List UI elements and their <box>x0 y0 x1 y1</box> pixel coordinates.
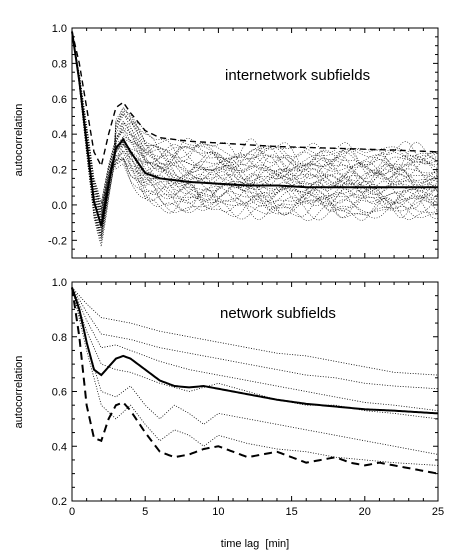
network-y-tick-label: 1.0 <box>52 277 67 289</box>
internetwork-lines <box>71 31 439 247</box>
network-y-tick-label: 0.4 <box>52 441 67 453</box>
network-line-8 <box>71 287 439 475</box>
x-tick-label: 15 <box>285 506 297 518</box>
network-panel: 0 5 10 15 20 25 0.2 0.4 0.6 0.8 1.0 network subfie… <box>13 277 444 550</box>
internetwork-dashed-line <box>71 31 439 169</box>
network-line-1 <box>71 287 439 376</box>
x-axis-label: time lag [min] <box>221 538 289 550</box>
internetwork-subfield-line <box>71 31 439 222</box>
internetwork-subfield-line <box>71 31 439 225</box>
internetwork-subfield-line <box>71 31 439 218</box>
internetwork-y-tick-label: 1.0 <box>52 23 67 35</box>
internetwork-subfield-line <box>71 31 439 204</box>
internetwork-subfield-line <box>71 31 439 235</box>
network-y-tick-label: 0.8 <box>52 332 67 344</box>
network-y-tick-label: 0.2 <box>52 496 67 508</box>
network-line-4 <box>71 287 439 415</box>
network-y-tick-label: 0.6 <box>52 387 67 399</box>
internetwork-subfield-line <box>71 31 439 204</box>
internetwork-subfield-line <box>71 31 439 237</box>
internetwork-subfield-line <box>71 31 439 227</box>
internetwork-y-tick-label: -0.2 <box>48 235 67 247</box>
internetwork-y-tick-label: 0.6 <box>52 94 67 106</box>
internetwork-y-label: autocorrelation <box>13 104 25 177</box>
x-tick-label: 5 <box>142 506 148 518</box>
internetwork-subfield-line <box>71 31 439 213</box>
internetwork-subfield-line <box>71 31 439 224</box>
internetwork-subfield-line <box>71 31 439 223</box>
network-line-6 <box>71 287 439 455</box>
internetwork-y-tick-label: 0.0 <box>52 200 67 212</box>
network-lines <box>71 287 439 475</box>
internetwork-subfield-line <box>71 31 439 225</box>
network-y-label: autocorrelation <box>13 356 25 429</box>
x-tick-label: 20 <box>359 506 371 518</box>
internetwork-subfield-line <box>71 31 439 228</box>
x-tick-label: 0 <box>69 506 75 518</box>
internetwork-y-tick-label: 0.2 <box>52 165 67 177</box>
internetwork-subfield-line <box>71 31 439 211</box>
internetwork-subfield-line <box>71 31 439 220</box>
internetwork-subfield-line <box>71 31 439 233</box>
internetwork-subfield-line <box>71 31 439 247</box>
internetwork-subfield-line <box>71 31 439 210</box>
internetwork-subfield-line <box>71 31 439 240</box>
internetwork-mean-line <box>71 31 438 227</box>
x-tick-label: 25 <box>432 506 444 518</box>
internetwork-subfield-line <box>71 31 439 210</box>
network-line-5 <box>71 287 439 420</box>
network-ticks: 0 5 10 15 20 25 0.2 0.4 0.6 0.8 1.0 <box>52 277 444 518</box>
internetwork-subfield-line <box>71 31 439 239</box>
internetwork-title: internetwork subfields <box>225 67 370 84</box>
internetwork-ticks: -0.2 0.0 0.2 0.4 0.6 0.8 1.0 <box>48 23 439 259</box>
internetwork-y-tick-label: 0.8 <box>52 58 67 70</box>
network-title: network subfields <box>220 305 336 322</box>
internetwork-subfield-line <box>71 31 439 234</box>
internetwork-frame <box>71 27 439 259</box>
internetwork-subfield-line <box>71 31 439 204</box>
internetwork-subfield-line <box>71 31 439 236</box>
internetwork-subfield-line <box>71 31 439 222</box>
internetwork-subfield-line <box>71 31 439 229</box>
internetwork-panel: -0.2 0.0 0.2 0.4 0.6 0.8 1.0 internetwork subf… <box>13 23 439 259</box>
internetwork-y-tick-label: 0.4 <box>52 129 67 141</box>
internetwork-subfield-line <box>71 31 439 239</box>
internetwork-subfield-line <box>71 31 439 231</box>
internetwork-subfield-line <box>71 31 439 210</box>
network-line-2 <box>71 287 439 390</box>
x-tick-label: 10 <box>212 506 224 518</box>
network-line-3 <box>71 287 439 412</box>
